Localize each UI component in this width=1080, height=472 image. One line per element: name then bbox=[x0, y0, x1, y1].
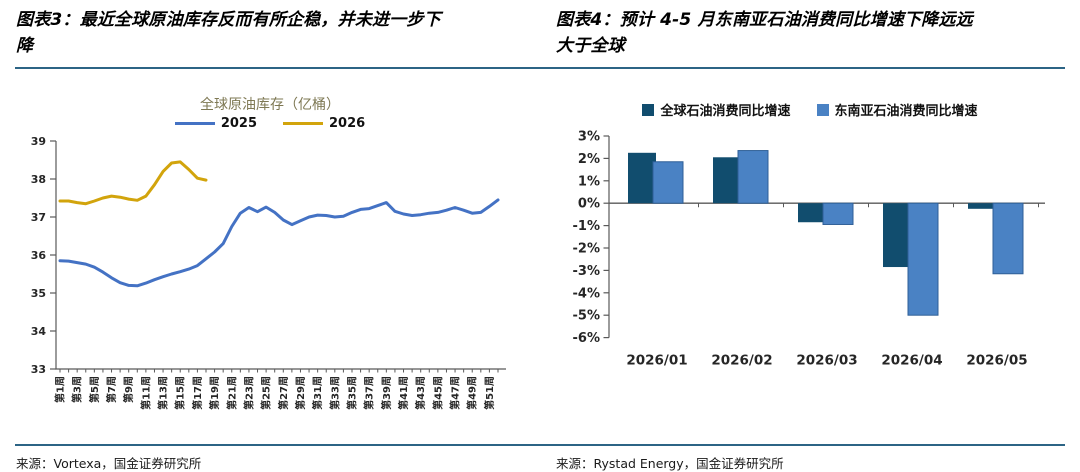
figure4-caption: 图表4：预计 4-5 月东南亚石油消费同比增速下降远远大于全球 bbox=[556, 10, 973, 56]
svg-text:第51周: 第51周 bbox=[483, 376, 496, 410]
bar-chart-legend: 全球石油消费同比增速 东南亚石油消费同比增速 bbox=[540, 100, 1080, 119]
svg-text:37: 37 bbox=[31, 211, 46, 224]
svg-text:第41周: 第41周 bbox=[397, 376, 410, 410]
legend-item-sea: 东南亚石油消费同比增速 bbox=[816, 100, 978, 119]
svg-text:第9周: 第9周 bbox=[122, 376, 135, 403]
figure-captions-row: 图表3：最近全球原油库存反而有所企稳，并未进一步下降 图表4：预计 4-5 月东… bbox=[0, 0, 1080, 59]
svg-text:0%: 0% bbox=[578, 197, 600, 212]
svg-text:33: 33 bbox=[31, 363, 46, 376]
svg-text:第1周: 第1周 bbox=[54, 376, 67, 403]
svg-text:3%: 3% bbox=[578, 130, 600, 145]
square-swatch-sea-icon bbox=[816, 103, 829, 116]
svg-text:第7周: 第7周 bbox=[105, 376, 118, 403]
svg-text:1%: 1% bbox=[578, 174, 600, 189]
svg-text:35: 35 bbox=[31, 287, 46, 300]
line-swatch-2026-icon bbox=[283, 122, 323, 125]
oil-inventory-line-chart: 39 38 37 36 35 34 33 第1周 第3周 第5周 第7周 第9周 第11周 第13周 第15… bbox=[31, 135, 506, 410]
svg-text:第31周: 第31周 bbox=[311, 376, 324, 410]
figure3-caption: 图表3：最近全球原油库存反而有所企稳，并未进一步下降 bbox=[16, 10, 441, 56]
svg-text:第47周: 第47周 bbox=[449, 376, 462, 410]
svg-text:第49周: 第49周 bbox=[466, 376, 479, 410]
svg-text:38: 38 bbox=[31, 173, 46, 186]
svg-text:第15周: 第15周 bbox=[174, 376, 187, 410]
legend-item-2025: 2025 bbox=[174, 116, 257, 131]
svg-text:-6%: -6% bbox=[573, 331, 600, 346]
svg-text:第39周: 第39周 bbox=[380, 376, 393, 410]
svg-text:2026/03: 2026/03 bbox=[796, 353, 857, 369]
figure4-source: 来源：Rystad Energy，国金证券研究所 bbox=[556, 456, 784, 471]
legend-label-sea: 东南亚石油消费同比增速 bbox=[834, 104, 978, 119]
svg-text:第17周: 第17周 bbox=[191, 376, 204, 410]
figure4-chart-area: 全球石油消费同比增速 东南亚石油消费同比增速 3% 2% 1% 0% -1% -2% -3%… bbox=[540, 69, 1080, 436]
svg-text:39: 39 bbox=[31, 135, 46, 148]
svg-text:-2%: -2% bbox=[573, 242, 600, 257]
svg-text:36: 36 bbox=[31, 249, 47, 262]
svg-text:34: 34 bbox=[31, 325, 47, 338]
svg-text:第19周: 第19周 bbox=[208, 376, 221, 410]
svg-text:第33周: 第33周 bbox=[328, 376, 341, 410]
svg-text:-4%: -4% bbox=[573, 286, 600, 301]
svg-text:第27周: 第27周 bbox=[277, 376, 290, 410]
line-chart-legend: 2025 2026 bbox=[0, 116, 540, 131]
figure3-chart-area: 全球原油库存（亿桶） 2025 2026 39 38 37 36 35 34 33 第1周 第3… bbox=[0, 69, 540, 436]
svg-text:第13周: 第13周 bbox=[157, 376, 170, 410]
svg-text:2026/04: 2026/04 bbox=[881, 353, 942, 369]
svg-text:-5%: -5% bbox=[573, 309, 600, 324]
svg-text:第3周: 第3周 bbox=[71, 376, 84, 403]
svg-text:第35周: 第35周 bbox=[345, 376, 358, 410]
sources-row: 来源：Vortexa，国金证券研究所 来源：Rystad Energy，国金证券… bbox=[0, 446, 1080, 472]
svg-text:第45周: 第45周 bbox=[431, 376, 444, 410]
svg-text:第29周: 第29周 bbox=[294, 376, 307, 410]
svg-text:2%: 2% bbox=[578, 152, 600, 167]
oil-consumption-bar-chart: 3% 2% 1% 0% -1% -2% -3% -4% -5% -6% 2026/01 2026/02… bbox=[573, 130, 1045, 369]
svg-text:第21周: 第21周 bbox=[225, 376, 238, 410]
svg-text:-3%: -3% bbox=[573, 264, 600, 279]
divider-top bbox=[15, 67, 1065, 69]
legend-item-2026: 2026 bbox=[283, 116, 365, 131]
legend-label-2025: 2025 bbox=[220, 116, 257, 131]
charts-row: 全球原油库存（亿桶） 2025 2026 39 38 37 36 35 34 33 第1周 第3… bbox=[0, 69, 1080, 436]
svg-text:第43周: 第43周 bbox=[414, 376, 427, 410]
square-swatch-global-icon bbox=[642, 103, 655, 116]
svg-text:第37周: 第37周 bbox=[363, 376, 376, 410]
svg-text:第11周: 第11周 bbox=[139, 376, 152, 410]
legend-item-global: 全球石油消费同比增速 bbox=[642, 100, 791, 119]
svg-text:2026/05: 2026/05 bbox=[966, 353, 1027, 369]
line-chart-title: 全球原油库存（亿桶） bbox=[200, 97, 340, 113]
line-swatch-2025-icon bbox=[174, 122, 215, 125]
svg-text:第5周: 第5周 bbox=[88, 376, 101, 403]
legend-label-global: 全球石油消费同比增速 bbox=[660, 104, 791, 119]
svg-text:第23周: 第23周 bbox=[242, 376, 255, 410]
svg-text:第25周: 第25周 bbox=[260, 376, 273, 410]
divider-bottom bbox=[15, 444, 1065, 446]
svg-text:2026/01: 2026/01 bbox=[626, 353, 687, 369]
svg-text:-1%: -1% bbox=[573, 219, 600, 234]
figure3-source: 来源：Vortexa，国金证券研究所 bbox=[16, 456, 202, 471]
svg-text:2026/02: 2026/02 bbox=[711, 353, 772, 369]
legend-label-2026: 2026 bbox=[329, 116, 366, 131]
